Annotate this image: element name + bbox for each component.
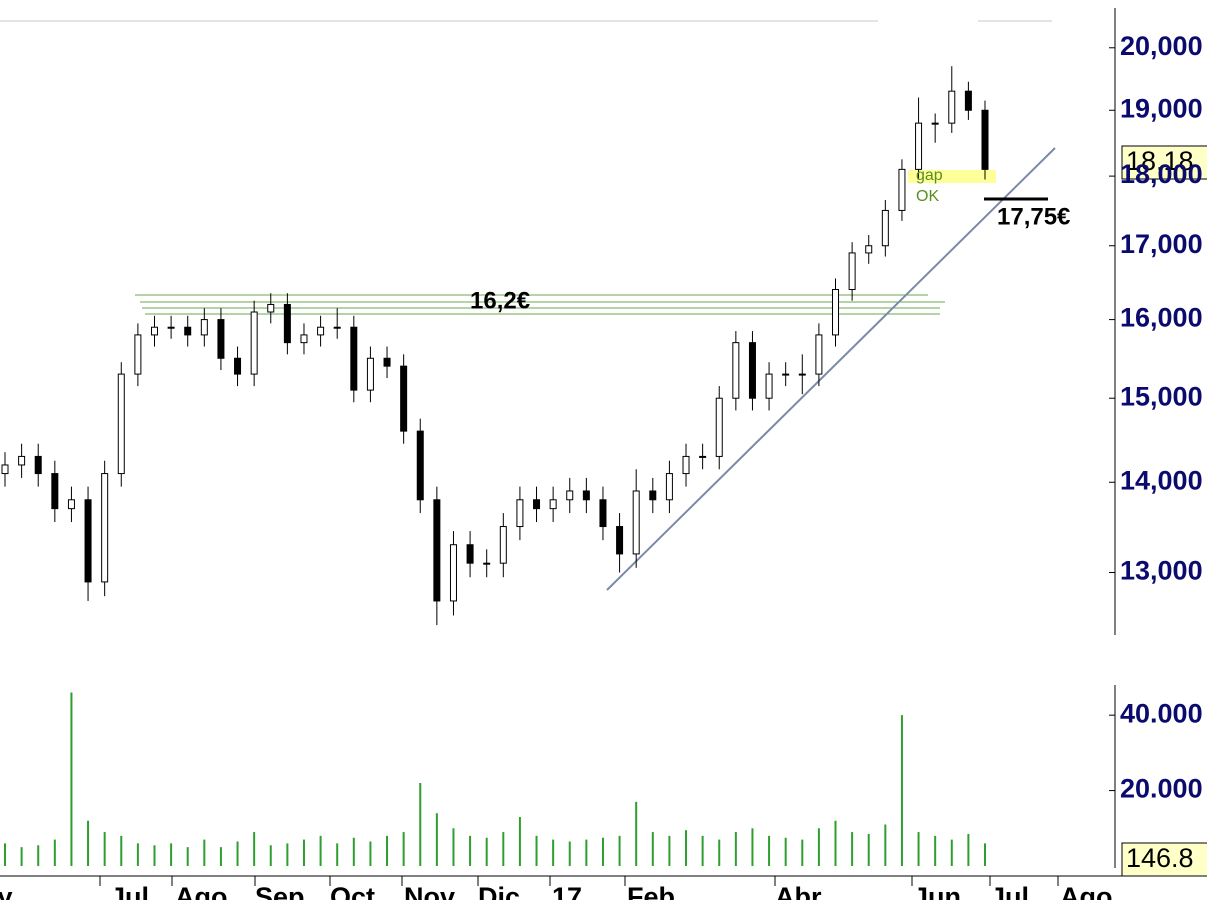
candle-body — [981, 109, 989, 170]
candle-body — [715, 397, 723, 457]
candle-body — [865, 245, 873, 254]
last-volume: 146.8 — [1126, 843, 1194, 873]
candle-body — [699, 455, 707, 458]
candle-body — [234, 357, 242, 375]
candle-body — [150, 326, 158, 336]
candle-body — [433, 499, 441, 602]
candle-body — [117, 373, 125, 475]
candle-body — [616, 526, 624, 555]
y-tick-label: 20.000 — [1120, 774, 1203, 804]
candle-body — [533, 499, 541, 510]
candle-body — [682, 455, 690, 475]
gap-label: gap — [916, 167, 943, 184]
x-tick-label: Feb — [627, 882, 675, 900]
candle-body — [765, 373, 773, 399]
candle-body — [416, 430, 424, 501]
y-tick-label: 16,000 — [1120, 303, 1203, 333]
candle-body — [200, 319, 208, 336]
x-tick-label: 17 — [552, 882, 582, 900]
candle-body — [665, 473, 673, 501]
x-tick-label: Dic — [478, 882, 520, 900]
candle-body — [400, 365, 408, 432]
candle-body — [67, 499, 75, 510]
candle-body — [383, 357, 391, 367]
x-tick-label: May — [0, 882, 13, 900]
candle-body — [881, 209, 889, 247]
candle-body — [782, 373, 790, 376]
candle-body — [466, 544, 474, 564]
y-tick-label: 13,000 — [1120, 556, 1203, 586]
candle-body — [499, 526, 507, 564]
candle-body — [748, 342, 756, 399]
x-tick-label: Abr — [775, 882, 822, 900]
trend-line — [606, 147, 1056, 591]
candle-body — [915, 122, 923, 170]
candle-body — [516, 499, 524, 528]
candle-body — [632, 490, 640, 555]
drawings — [135, 147, 1056, 591]
y-tick-label: 20,000 — [1120, 31, 1203, 61]
candle-body — [898, 168, 906, 211]
x-tick-label: Jul — [990, 882, 1029, 900]
x-tick-label: Nov — [404, 882, 455, 900]
candle-body — [51, 473, 59, 510]
candle-body — [948, 90, 956, 124]
candle-body — [84, 499, 92, 583]
resistance-label: 16,2€ — [470, 287, 530, 314]
gap-highlight — [908, 170, 996, 183]
y-tick-label: 14,000 — [1120, 465, 1203, 495]
gap-status: OK — [916, 188, 939, 205]
candle-body — [350, 326, 358, 391]
candle-body — [599, 499, 607, 528]
candle-body — [300, 334, 308, 344]
candle-body — [34, 455, 42, 475]
y-tick-label: 19,000 — [1120, 93, 1203, 123]
candle-body — [283, 303, 291, 344]
candle-body — [649, 490, 657, 501]
candle-body — [566, 490, 574, 501]
y-tick-label: 40.000 — [1120, 698, 1203, 728]
candle-body — [931, 122, 939, 125]
candle-body — [250, 311, 258, 375]
candle-body — [317, 326, 325, 336]
candle-body — [449, 544, 457, 602]
last-price: 18,18 — [1126, 146, 1194, 176]
y-tick-label: 17,000 — [1120, 229, 1203, 259]
candle-body — [267, 303, 275, 313]
candle-body — [483, 562, 491, 565]
candle-body — [101, 473, 109, 583]
y-tick-label: 18,000 — [1120, 159, 1203, 189]
candles — [1, 66, 989, 626]
candle-body — [732, 342, 740, 399]
candle-body — [832, 289, 840, 336]
candle-body — [848, 252, 856, 291]
x-tick-label: Jun — [913, 882, 961, 900]
candle-body — [582, 490, 590, 501]
candle-body — [184, 326, 192, 336]
last-price-box — [1121, 145, 1207, 180]
candle-body — [134, 334, 142, 375]
x-tick-label: Ago — [1060, 882, 1112, 900]
candle-body — [333, 326, 341, 329]
candle-body — [167, 326, 175, 329]
x-tick-label: Ago — [175, 882, 227, 900]
candle-body — [1, 464, 9, 475]
candle-body — [798, 373, 806, 376]
x-tick-label: Oct — [330, 882, 375, 900]
candle-body — [18, 455, 26, 466]
volume-bars — [4, 692, 986, 866]
x-tick-label: Sep — [255, 882, 305, 900]
support-label: 17,75€ — [997, 203, 1070, 230]
x-tick-label: Jul — [110, 882, 149, 900]
y-tick-label: 15,000 — [1120, 381, 1203, 411]
candle-body — [964, 90, 972, 111]
candle-body — [815, 334, 823, 375]
last-volume-box — [1121, 842, 1207, 877]
candle-body — [549, 499, 557, 510]
candle-body — [366, 357, 374, 391]
candle-body — [217, 319, 225, 359]
